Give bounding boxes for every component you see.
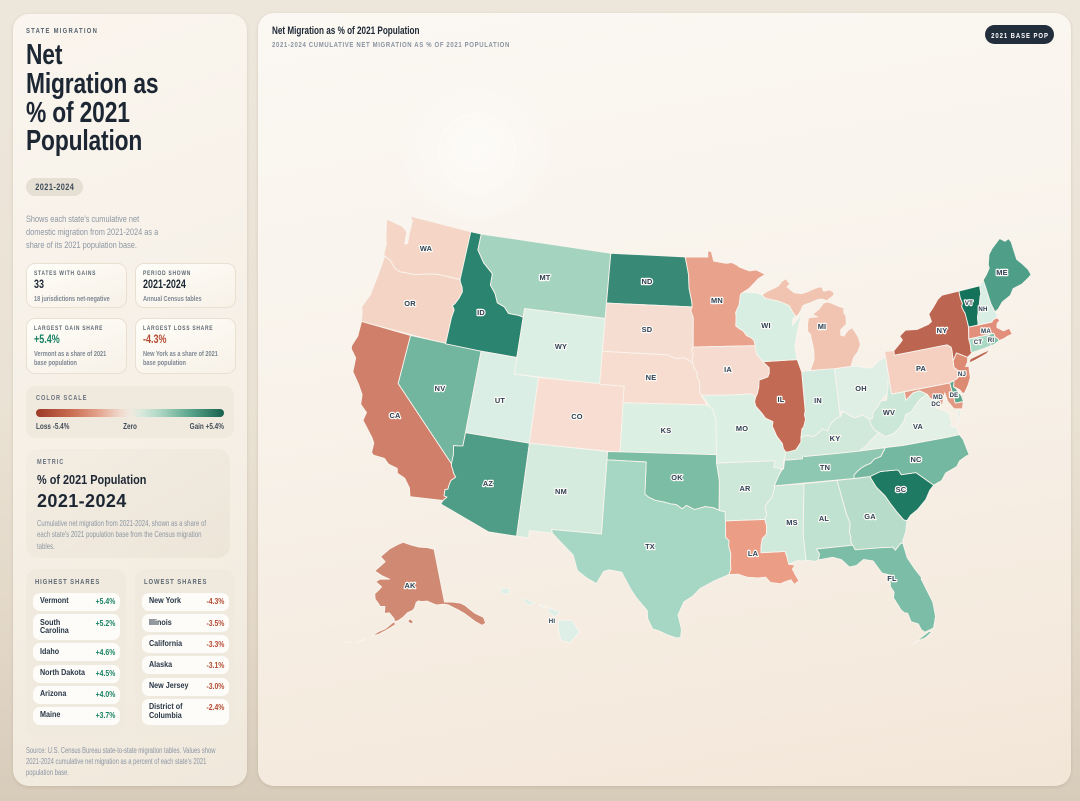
svg-text:MT: MT — [539, 273, 550, 282]
svg-text:VT: VT — [965, 300, 973, 307]
svg-text:MI: MI — [818, 322, 827, 331]
svg-text:OH: OH — [855, 384, 867, 393]
svg-text:SC: SC — [896, 485, 907, 494]
svg-text:MD: MD — [933, 394, 943, 401]
svg-text:MA: MA — [981, 328, 991, 335]
svg-text:NE: NE — [646, 373, 657, 382]
svg-text:KY: KY — [830, 434, 841, 443]
svg-text:TX: TX — [645, 542, 655, 551]
svg-text:RI: RI — [988, 337, 995, 344]
svg-text:NV: NV — [435, 384, 446, 393]
svg-text:WV: WV — [883, 408, 895, 417]
svg-text:WI: WI — [761, 321, 770, 330]
svg-text:NH: NH — [978, 306, 987, 313]
svg-text:AK: AK — [404, 581, 416, 590]
svg-text:ND: ND — [641, 277, 653, 286]
svg-text:ME: ME — [996, 268, 1008, 277]
svg-text:LA: LA — [748, 549, 759, 558]
svg-text:DC: DC — [931, 401, 941, 408]
svg-text:AL: AL — [819, 514, 830, 523]
svg-text:OR: OR — [404, 299, 416, 308]
svg-text:GA: GA — [864, 512, 876, 521]
svg-text:CA: CA — [389, 411, 401, 420]
svg-text:CT: CT — [974, 339, 983, 346]
svg-text:AR: AR — [739, 484, 751, 493]
svg-text:SD: SD — [642, 325, 653, 334]
svg-text:OK: OK — [671, 473, 683, 482]
svg-text:FL: FL — [887, 574, 897, 583]
svg-text:IL: IL — [778, 395, 785, 404]
svg-text:IN: IN — [814, 396, 822, 405]
svg-text:AZ: AZ — [483, 479, 494, 488]
svg-text:MO: MO — [736, 424, 748, 433]
svg-text:HI: HI — [549, 618, 556, 625]
svg-text:NY: NY — [937, 326, 948, 335]
svg-text:VA: VA — [913, 422, 924, 431]
svg-text:TN: TN — [820, 463, 830, 472]
svg-text:ID: ID — [477, 308, 485, 317]
svg-text:NC: NC — [910, 455, 922, 464]
svg-text:MN: MN — [711, 296, 723, 305]
svg-text:NM: NM — [555, 487, 567, 496]
svg-text:DE: DE — [950, 392, 959, 399]
svg-text:MS: MS — [786, 518, 798, 527]
svg-text:PA: PA — [916, 364, 927, 373]
svg-text:NJ: NJ — [958, 371, 966, 378]
svg-text:CO: CO — [571, 412, 583, 421]
svg-text:WA: WA — [420, 244, 433, 253]
svg-text:KS: KS — [661, 426, 672, 435]
svg-text:WY: WY — [555, 342, 567, 351]
svg-text:UT: UT — [495, 396, 506, 405]
svg-text:IA: IA — [724, 365, 732, 374]
